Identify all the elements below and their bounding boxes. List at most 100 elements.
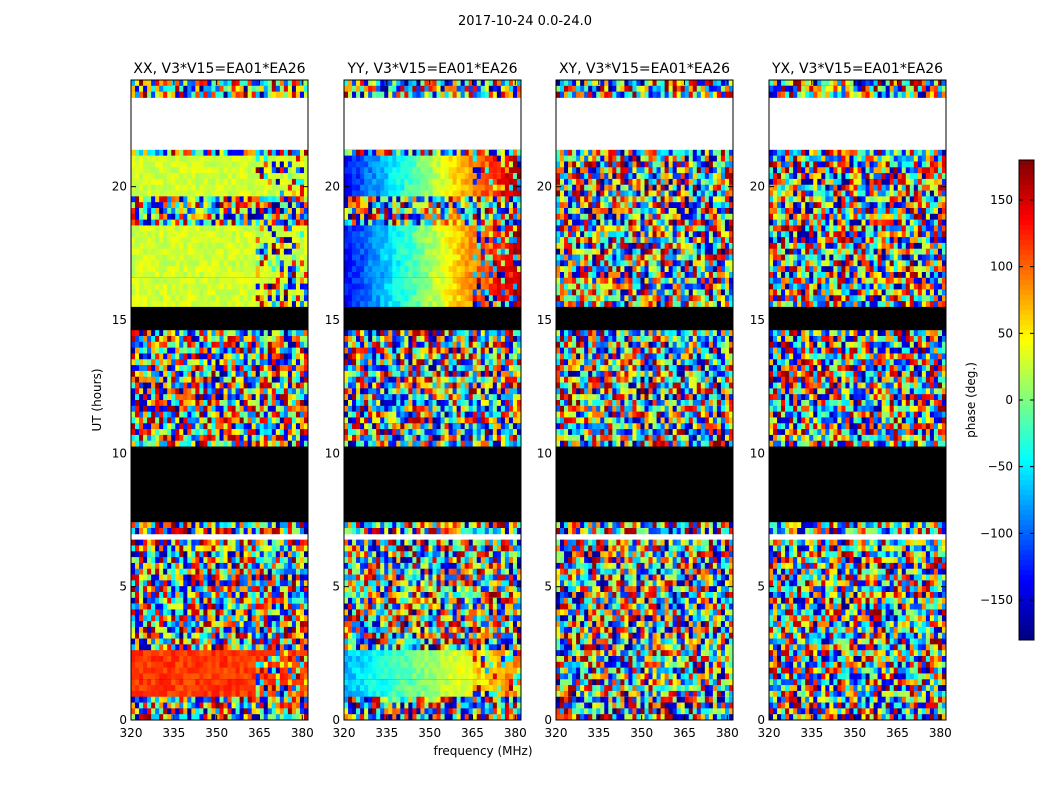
colorbar-label: phase (deg.) <box>964 362 978 438</box>
panel-yx: YX, V3*V15=EA01*EA26 320 335 350 365 380 0 5 10 1… <box>750 61 952 740</box>
y-tick-label: 0 <box>544 713 552 727</box>
colorbar-segment <box>1019 405 1034 411</box>
x-tick-label: 335 <box>162 726 185 740</box>
colorbar-segment <box>1019 195 1034 201</box>
x-tick-label: 365 <box>886 726 909 740</box>
colorbar-tick-label: −100 <box>980 526 1013 540</box>
colorbar-segment <box>1019 360 1034 366</box>
y-tick-label: 5 <box>757 580 765 594</box>
x-axis-label: frequency (MHz) <box>433 744 532 758</box>
colorbar-tick-label: 100 <box>990 260 1013 274</box>
colorbar-tick-label: 0 <box>1005 393 1013 407</box>
colorbar-segment <box>1019 230 1034 236</box>
colorbar-segment <box>1019 415 1034 421</box>
x-tick-label: 320 <box>333 726 356 740</box>
figure-title: 2017-10-24 0.0-24.0 <box>458 14 592 29</box>
panel-yy: YY, V3*V15=EA01*EA26 320 335 350 365 380 0 5 10 1… <box>325 61 527 740</box>
colorbar-segment <box>1019 445 1034 451</box>
colorbar-segment <box>1019 465 1034 471</box>
colorbar-segment <box>1019 455 1034 461</box>
colorbar-segment <box>1019 585 1034 591</box>
colorbar-segment <box>1019 160 1034 166</box>
colorbar-segment <box>1019 545 1034 551</box>
y-tick-label: 10 <box>750 446 765 460</box>
x-tick-label: 380 <box>929 726 952 740</box>
y-tick-label: 5 <box>119 580 127 594</box>
colorbar-segment <box>1019 440 1034 446</box>
panel-xx-frame <box>130 79 309 721</box>
panel-xy: XY, V3*V15=EA01*EA26 320 335 350 365 380 0 5 10 1… <box>537 61 739 740</box>
colorbar: −150 −100 −50 0 50 100 150 phase (deg.) <box>964 159 1035 641</box>
colorbar-segment <box>1019 460 1034 466</box>
colorbar-segment <box>1019 280 1034 286</box>
colorbar-segment <box>1019 630 1034 636</box>
x-tick-label: 380 <box>291 726 314 740</box>
colorbar-segment <box>1019 450 1034 456</box>
panel-yx-image <box>769 80 946 720</box>
colorbar-segment <box>1019 565 1034 571</box>
x-tick-label: 335 <box>587 726 610 740</box>
colorbar-segment <box>1019 325 1034 331</box>
colorbar-segment <box>1019 550 1034 556</box>
colorbar-segment <box>1019 575 1034 581</box>
y-tick-label: 10 <box>112 446 127 460</box>
colorbar-segment <box>1019 250 1034 256</box>
panel-yy-title: YY, V3*V15=EA01*EA26 <box>346 61 517 77</box>
x-tick-label: 380 <box>716 726 739 740</box>
colorbar-segment <box>1019 540 1034 546</box>
panel-xy-frame <box>555 79 734 721</box>
colorbar-segment <box>1019 170 1034 176</box>
colorbar-segment <box>1019 620 1034 626</box>
colorbar-segment <box>1019 520 1034 526</box>
colorbar-segment <box>1019 495 1034 501</box>
colorbar-segment <box>1019 525 1034 531</box>
colorbar-segment <box>1019 580 1034 586</box>
x-tick-label: 350 <box>630 726 653 740</box>
y-tick-label: 10 <box>537 446 552 460</box>
colorbar-segment <box>1019 240 1034 246</box>
colorbar-segment <box>1019 480 1034 486</box>
panel-yx-frame <box>768 79 947 721</box>
x-tick-label: 320 <box>545 726 568 740</box>
colorbar-segment <box>1019 555 1034 561</box>
colorbar-segment <box>1019 595 1034 601</box>
colorbar-tick-label: −150 <box>980 593 1013 607</box>
colorbar-segment <box>1019 370 1034 376</box>
y-tick-label: 20 <box>537 180 552 194</box>
colorbar-segment <box>1019 310 1034 316</box>
panel-yx-title: YX, V3*V15=EA01*EA26 <box>771 61 943 77</box>
y-tick-label: 0 <box>119 713 127 727</box>
colorbar-segment <box>1019 625 1034 631</box>
colorbar-segment <box>1019 290 1034 296</box>
colorbar-segment <box>1019 570 1034 576</box>
x-tick-label: 320 <box>758 726 781 740</box>
colorbar-segment <box>1019 510 1034 516</box>
panel-xy-title: XY, V3*V15=EA01*EA26 <box>559 61 730 77</box>
colorbar-segment <box>1019 635 1034 641</box>
colorbar-segment <box>1019 275 1034 281</box>
colorbar-segment <box>1019 560 1034 566</box>
panel-xy-image <box>556 80 733 720</box>
colorbar-segment <box>1019 385 1034 391</box>
colorbar-segment <box>1019 350 1034 356</box>
colorbar-segment <box>1019 590 1034 596</box>
panel-yy-image <box>344 80 521 720</box>
y-tick-label: 15 <box>537 313 552 327</box>
colorbar-segment <box>1019 610 1034 616</box>
y-tick-label: 20 <box>112 180 127 194</box>
y-tick-label: 20 <box>750 180 765 194</box>
x-tick-label: 335 <box>375 726 398 740</box>
colorbar-segment <box>1019 245 1034 251</box>
colorbar-segment <box>1019 435 1034 441</box>
colorbar-segment <box>1019 215 1034 221</box>
panel-xx-title: XX, V3*V15=EA01*EA26 <box>133 61 305 77</box>
y-tick-label: 10 <box>325 446 340 460</box>
colorbar-segment <box>1019 200 1034 206</box>
colorbar-segment <box>1019 475 1034 481</box>
colorbar-tick-label: 150 <box>990 193 1013 207</box>
colorbar-segment <box>1019 605 1034 611</box>
colorbar-segment <box>1019 340 1034 346</box>
y-tick-label: 0 <box>757 713 765 727</box>
